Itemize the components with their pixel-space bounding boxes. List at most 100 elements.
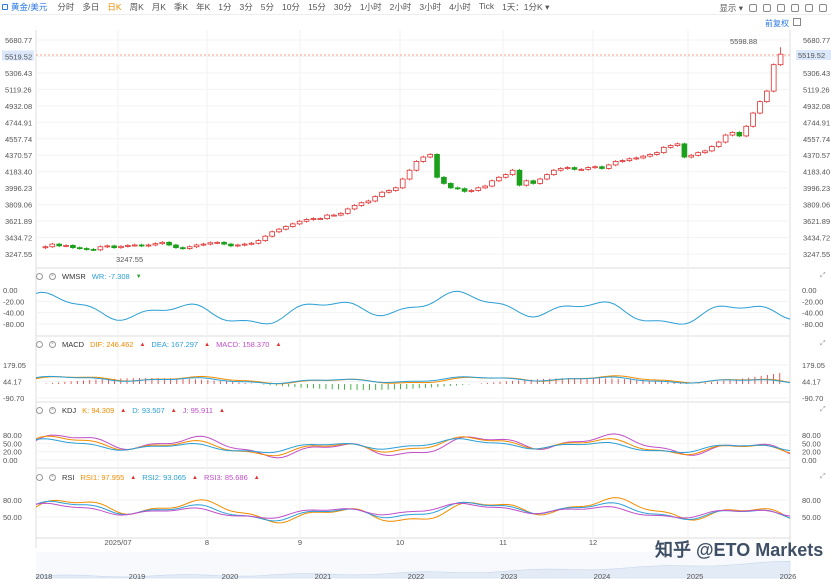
timeframe-18[interactable]: 1天：1分K ▾ <box>502 2 550 12</box>
candle-body <box>427 154 433 158</box>
candle-body <box>599 166 605 169</box>
price-tick-left: 4557.74 <box>5 135 32 144</box>
fullscreen-icon[interactable] <box>819 3 827 12</box>
candle-body <box>296 220 303 225</box>
kdj-tick-left: 0.00 <box>3 456 18 465</box>
candle-body <box>715 141 722 147</box>
candle-body <box>516 169 523 186</box>
expand-icon[interactable]: ⤢ <box>820 406 826 413</box>
candle-body <box>523 180 530 186</box>
timeframe-1[interactable]: 多日 <box>82 2 100 12</box>
candle-body <box>674 143 681 147</box>
timeframe-5[interactable]: 季K <box>173 2 189 12</box>
gear-icon[interactable] <box>36 341 43 348</box>
rsi1-line <box>35 497 791 524</box>
wmsr-tick-left: -20.00 <box>3 297 24 306</box>
candle-body <box>702 150 708 154</box>
kdj-tick-left: 50.00 <box>3 439 22 448</box>
candle-body <box>193 244 200 248</box>
gear-icon[interactable] <box>36 474 43 481</box>
d-line <box>35 438 791 454</box>
indicator-icon[interactable] <box>777 3 785 12</box>
candle-body <box>83 248 90 250</box>
candle-body <box>131 244 138 247</box>
timeframe-4[interactable]: 月K <box>151 2 166 12</box>
close-icon[interactable]: × <box>49 341 56 348</box>
candle-body <box>42 246 49 249</box>
expand-icon[interactable]: ⤢ <box>820 340 826 347</box>
timeframe-9[interactable]: 5分 <box>260 2 274 12</box>
toolbar-right: 显示 ▾ <box>719 0 827 15</box>
timeframe-2[interactable]: 日K <box>107 2 122 12</box>
candle-body <box>736 132 743 137</box>
macd-name: MACD <box>62 340 85 349</box>
candle-body <box>468 190 475 192</box>
timeframe-14[interactable]: 2小时 <box>389 2 412 12</box>
layout-icon[interactable] <box>763 3 771 12</box>
price-tick-left: 4744.91 <box>5 118 32 127</box>
candle-body <box>606 164 612 169</box>
close-icon[interactable]: × <box>49 273 56 280</box>
timeframe-7[interactable]: 1分 <box>218 2 232 12</box>
price-tick-right: 5306.43 <box>803 69 830 78</box>
screenshot-icon[interactable] <box>791 3 799 12</box>
rsi2-line <box>35 500 791 522</box>
expand-icon[interactable]: ⤢ <box>820 473 826 480</box>
timeframe-17[interactable]: Tick <box>478 1 495 11</box>
timeframe-6[interactable]: 年K <box>196 2 211 12</box>
gear-icon[interactable] <box>36 407 43 414</box>
gear-icon[interactable] <box>36 273 43 280</box>
macd-tick-right: 179.05 <box>802 361 825 370</box>
candle-body <box>454 187 461 190</box>
candle-body <box>331 214 337 217</box>
draw-icon[interactable] <box>805 3 813 12</box>
timeframe-0[interactable]: 分时 <box>57 2 75 12</box>
current-price-box <box>2 50 34 61</box>
close-icon[interactable]: × <box>49 474 56 481</box>
expand-icon[interactable]: ⤢ <box>820 272 826 279</box>
candle-body <box>283 226 289 230</box>
candle-body <box>372 196 379 202</box>
timeframe-12[interactable]: 30分 <box>333 2 352 12</box>
candle-body <box>743 125 750 137</box>
settings-icon[interactable] <box>749 3 757 12</box>
gear-icon[interactable] <box>793 18 801 26</box>
candle-body <box>159 241 166 245</box>
candle-body <box>420 156 427 162</box>
overview-tick-label: 2018 <box>36 572 53 581</box>
time-tick-label: 11 <box>499 538 507 547</box>
candle-body <box>757 101 763 114</box>
candle-body <box>248 242 255 245</box>
display-dropdown[interactable]: 显示 ▾ <box>719 2 743 13</box>
candle-body <box>729 132 736 136</box>
time-tick-label: 10 <box>396 538 404 547</box>
symbol-icon <box>2 4 8 10</box>
candle-body <box>571 167 578 170</box>
candle-body <box>145 244 152 247</box>
kdj-tick-right: 20.00 <box>802 448 821 457</box>
candle-body <box>612 161 619 166</box>
timeframe-13[interactable]: 1小时 <box>359 2 382 12</box>
candle-body <box>764 90 770 103</box>
timeframe-10[interactable]: 10分 <box>281 2 300 12</box>
symbol-selector[interactable]: 黄金/美元 <box>2 1 47 13</box>
candle-body <box>358 202 365 206</box>
macd-value: MACD: 158.370 <box>216 340 270 349</box>
close-icon[interactable]: × <box>49 407 56 414</box>
timeframe-16[interactable]: 4小时 <box>449 2 471 12</box>
candle-body <box>63 245 69 247</box>
timeframe-3[interactable]: 周K <box>129 2 144 12</box>
kdj-tick-right: 50.00 <box>802 439 821 448</box>
candle-body <box>97 246 104 251</box>
rsi-name: RSI <box>62 473 75 482</box>
price-tick-right: 4557.74 <box>803 135 830 144</box>
restore-rights-button[interactable]: 前复权 <box>765 19 789 28</box>
timeframe-8[interactable]: 3分 <box>239 2 253 12</box>
candle-body <box>118 245 124 249</box>
price-tick-right: 5119.26 <box>803 85 830 94</box>
timeframe-11[interactable]: 15分 <box>307 2 326 12</box>
candle-body <box>221 241 227 245</box>
rsi3-value: RSI3: 85.686 <box>203 473 248 482</box>
timeframe-15[interactable]: 3小时 <box>419 2 442 12</box>
